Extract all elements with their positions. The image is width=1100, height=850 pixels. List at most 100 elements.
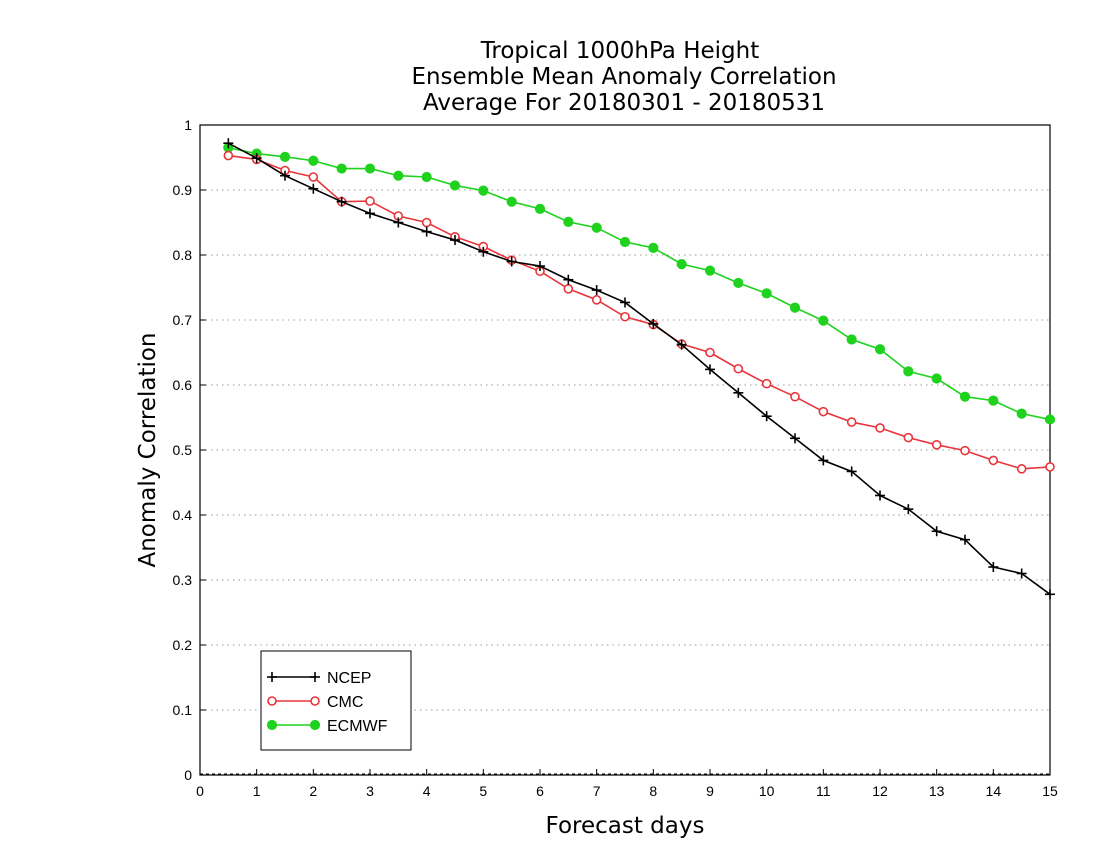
data-point-ncep [591, 285, 602, 296]
data-point-ncep [478, 246, 489, 257]
data-point-ecmwf [733, 277, 744, 289]
data-point-ncep [960, 534, 970, 545]
y-tick-label: 0.4 [173, 507, 193, 523]
x-tick-label: 6 [536, 783, 544, 799]
data-point-ecmwf [846, 334, 857, 345]
chart-title-line-3: Average For 20180301 - 20180531 [423, 90, 825, 116]
data-point-ncep [223, 138, 234, 149]
x-axis-label: Forecast days [546, 813, 705, 839]
data-point-ecmwf [988, 395, 999, 406]
legend-entry-ecmwf: ECMWF [266, 718, 388, 735]
x-tick-label: 4 [423, 783, 431, 799]
y-axis-ticks: 0 0.1 0.2 0.3 0.4 0.5 0.6 0.7 0.8 0.9 1 [173, 117, 206, 783]
data-point-ncep [705, 364, 715, 375]
data-point-ncep [535, 261, 545, 272]
data-point-ecmwf [279, 151, 291, 162]
data-point-ecmwf [959, 391, 971, 402]
chart-title: Tropical 1000hPa Height Ensemble Mean An… [411, 38, 836, 116]
y-tick-label: 0 [184, 767, 192, 783]
data-point-cmc [308, 172, 319, 182]
data-point-cmc [903, 432, 914, 443]
legend-label: ECMWF [327, 718, 388, 735]
x-tick-label: 7 [593, 783, 601, 799]
data-point-ecmwf [704, 265, 716, 276]
y-tick-label: 0.6 [173, 377, 193, 393]
data-point-ecmwf [648, 242, 659, 253]
y-tick-label: 0.2 [173, 637, 193, 653]
x-tick-label: 14 [986, 783, 1002, 799]
data-point-ncep [846, 466, 857, 477]
data-point-ecmwf [449, 180, 461, 191]
legend-marker [309, 719, 321, 731]
x-tick-label: 2 [309, 783, 317, 799]
data-point-ncep [818, 455, 829, 466]
data-point-ecmwf [421, 171, 432, 183]
x-tick-label: 8 [649, 783, 657, 799]
data-point-ecmwf [874, 344, 886, 355]
data-point-ecmwf [1016, 408, 1027, 419]
y-tick-label: 1 [184, 117, 192, 133]
data-point-ncep [931, 526, 942, 537]
data-point-ncep [648, 318, 659, 329]
data-series [223, 138, 1056, 600]
x-tick-label: 10 [759, 783, 775, 799]
data-point-ecmwf [1044, 414, 1056, 425]
data-point-ecmwf [676, 259, 687, 270]
legend-entry-cmc: CMC [267, 694, 363, 711]
data-point-ncep [761, 411, 772, 422]
data-point-ecmwf [789, 302, 801, 313]
y-tick-label: 0.5 [173, 442, 193, 458]
data-point-ncep [393, 217, 404, 228]
data-point-cmc [960, 445, 970, 456]
x-axis-ticks: 0 1 2 3 4 5 6 7 8 9 10 11 12 13 14 15 [196, 769, 1058, 799]
y-tick-label: 0.3 [173, 572, 193, 588]
data-point-ecmwf [761, 288, 772, 299]
data-point-cmc [988, 455, 999, 466]
legend-marker [266, 719, 278, 731]
x-tick-label: 5 [479, 783, 487, 799]
y-tick-label: 0.8 [173, 247, 193, 263]
data-point-cmc [1016, 464, 1027, 474]
data-point-ncep [450, 235, 460, 246]
data-point-ecmwf [534, 203, 546, 214]
data-point-ncep [903, 504, 914, 515]
data-point-ecmwf [591, 222, 602, 233]
data-point-ncep [733, 387, 744, 398]
data-point-ncep [676, 339, 687, 350]
x-tick-label: 13 [929, 783, 945, 799]
data-point-ncep [988, 562, 999, 572]
legend-label: NCEP [327, 670, 371, 687]
legend-marker [310, 672, 320, 682]
x-tick-label: 3 [366, 783, 374, 799]
data-point-cmc [563, 283, 574, 294]
data-point-ecmwf [364, 163, 376, 174]
data-point-cmc [223, 150, 234, 161]
data-point-cmc [705, 347, 715, 358]
data-point-cmc [846, 417, 857, 427]
data-point-cmc [875, 423, 885, 433]
y-tick-label: 0.7 [173, 312, 193, 328]
series-line-ecmwf [228, 146, 1051, 421]
data-point-ncep [421, 226, 432, 237]
data-point-ncep [790, 433, 800, 444]
y-tick-label: 0.1 [173, 702, 193, 718]
series-line-ncep [227, 142, 1051, 595]
data-point-ecmwf [336, 163, 347, 174]
legend-marker [310, 696, 320, 706]
data-point-ecmwf [931, 373, 942, 384]
y-tick-label: 0.9 [173, 182, 193, 198]
series-ncep [223, 138, 1055, 600]
data-point-cmc [365, 196, 375, 206]
legend-marker [267, 672, 277, 682]
data-point-ecmwf [903, 366, 914, 377]
data-point-ncep [336, 196, 347, 207]
data-point-cmc [620, 311, 630, 322]
data-point-ecmwf [393, 170, 404, 181]
data-point-ncep [620, 297, 630, 308]
chart-title-line-2: Ensemble Mean Anomaly Correlation [411, 64, 836, 90]
data-point-ncep [506, 256, 517, 267]
data-point-ecmwf [619, 236, 631, 248]
data-point-ncep [308, 183, 319, 194]
x-tick-label: 11 [816, 783, 831, 799]
